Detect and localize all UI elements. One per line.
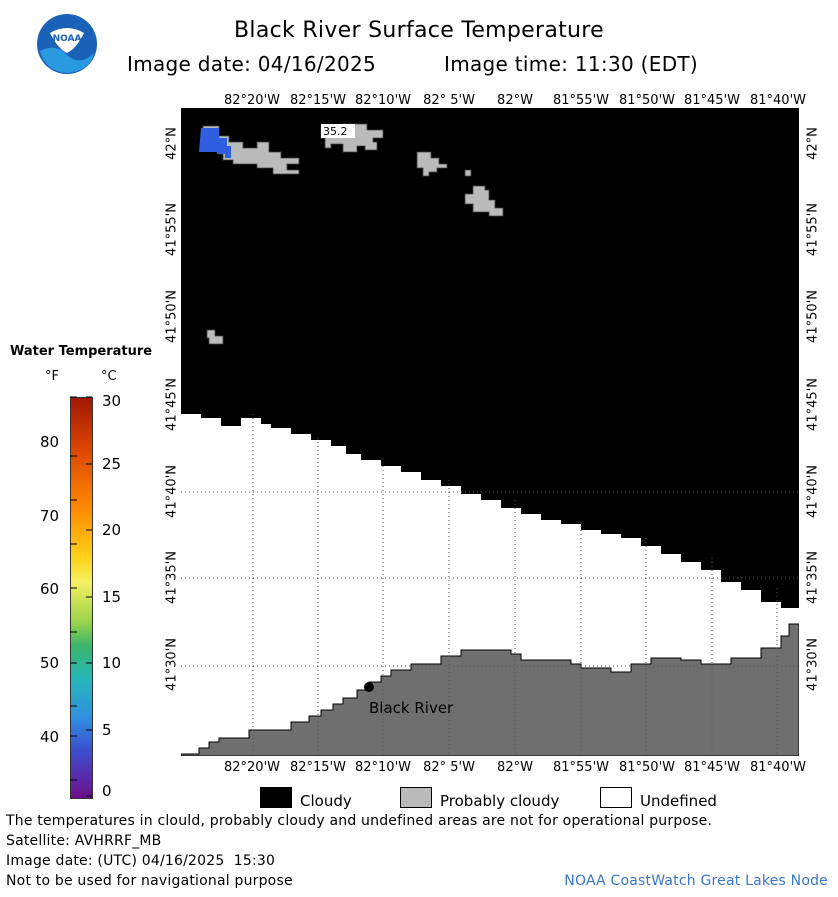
legend-unit-f: °F	[45, 369, 59, 384]
lon-label: 82°W	[497, 760, 533, 775]
color-bar-ticks	[70, 396, 92, 797]
lon-label: 81°55'W	[552, 760, 609, 775]
disclaimer-text: The temperatures in clould, probably clo…	[6, 813, 713, 829]
key-label-undefined: Undefined	[640, 792, 717, 810]
lat-label: 41°50'N	[805, 290, 821, 343]
legend-tick-c: 0	[102, 782, 112, 800]
legend-tick-c: 30	[102, 392, 122, 410]
lon-label: 81°40'W	[749, 93, 806, 108]
legend-tick-c: 15	[102, 588, 122, 606]
legend-tick-f: 70	[40, 507, 60, 525]
cold-water-pixels	[199, 128, 231, 158]
lat-label: 41°45'N	[164, 378, 180, 431]
lon-label: 81°50'W	[618, 760, 675, 775]
lat-label: 41°40'N	[805, 465, 821, 518]
lon-label: 81°50'W	[618, 93, 675, 108]
legend-tick-c: 20	[102, 521, 122, 539]
land-area	[181, 623, 799, 756]
noaa-logo: NOAA	[37, 14, 97, 74]
lon-label: 81°40'W	[749, 760, 806, 775]
key-swatch-probably-cloudy	[400, 787, 432, 808]
page-title: Black River Surface Temperature	[234, 18, 604, 43]
temp-readout: 35.2	[323, 125, 348, 138]
key-swatch-undefined	[600, 787, 632, 808]
temp-readout-box	[321, 124, 355, 138]
color-bar	[70, 397, 93, 799]
utc-date-text: Image date: (UTC) 04/16/2025 15:30	[6, 853, 276, 869]
lat-label: 41°30'N	[805, 638, 821, 691]
legend-tick-c: 5	[102, 721, 112, 739]
svg-text:NOAA: NOAA	[53, 34, 82, 44]
lat-label: 42°N	[164, 127, 180, 160]
lon-label: 82° 5'W	[423, 93, 475, 108]
legend-tick-f: 80	[40, 433, 60, 451]
legend-tick-f: 50	[40, 654, 60, 672]
lon-label: 81°45'W	[683, 760, 740, 775]
satellite-text: Satellite: AVHRRF_MB	[6, 833, 162, 849]
legend-unit-c: °C	[101, 369, 117, 384]
key-swatch-cloudy	[260, 787, 292, 808]
lon-label: 82°W	[497, 93, 533, 108]
lat-label: 41°50'N	[164, 290, 180, 343]
lat-label: 42°N	[805, 127, 821, 160]
legend-tick-c: 10	[102, 654, 122, 672]
lon-label: 82°10'W	[354, 93, 411, 108]
lon-label: 82° 5'W	[423, 760, 475, 775]
station-marker	[364, 682, 374, 692]
lon-label: 82°15'W	[289, 760, 346, 775]
lon-label: 82°15'W	[289, 93, 346, 108]
lat-label: 41°35'N	[164, 551, 180, 604]
legend-tick-f: 60	[40, 580, 60, 598]
legend-tick-c: 25	[102, 455, 122, 473]
graticule	[181, 414, 799, 756]
lat-label: 41°30'N	[164, 638, 180, 691]
image-time: Image time: 11:30 (EDT)	[444, 52, 699, 76]
cloud-region	[181, 108, 799, 608]
lon-label: 82°10'W	[354, 760, 411, 775]
lon-label: 81°45'W	[683, 93, 740, 108]
lat-label: 41°55'N	[805, 203, 821, 256]
lat-label: 41°45'N	[805, 378, 821, 431]
temperature-map: 35.2 Black River	[181, 108, 799, 756]
legend-tick-f: 40	[40, 728, 60, 746]
key-label-probably-cloudy: Probably cloudy	[440, 792, 560, 810]
lat-label: 41°40'N	[164, 465, 180, 518]
key-label-cloudy: Cloudy	[300, 792, 352, 810]
lon-label: 82°20'W	[223, 93, 280, 108]
credit-text: NOAA CoastWatch Great Lakes Node	[564, 873, 828, 889]
lon-label: 82°20'W	[223, 760, 280, 775]
lon-label: 81°55'W	[552, 93, 609, 108]
lat-label: 41°55'N	[164, 203, 180, 256]
nav-warning-text: Not to be used for navigational purpose	[6, 873, 293, 889]
legend-title: Water Temperature	[10, 344, 153, 359]
lat-label: 41°35'N	[805, 551, 821, 604]
image-date: Image date: 04/16/2025	[127, 52, 377, 76]
station-label: Black River	[369, 699, 454, 717]
